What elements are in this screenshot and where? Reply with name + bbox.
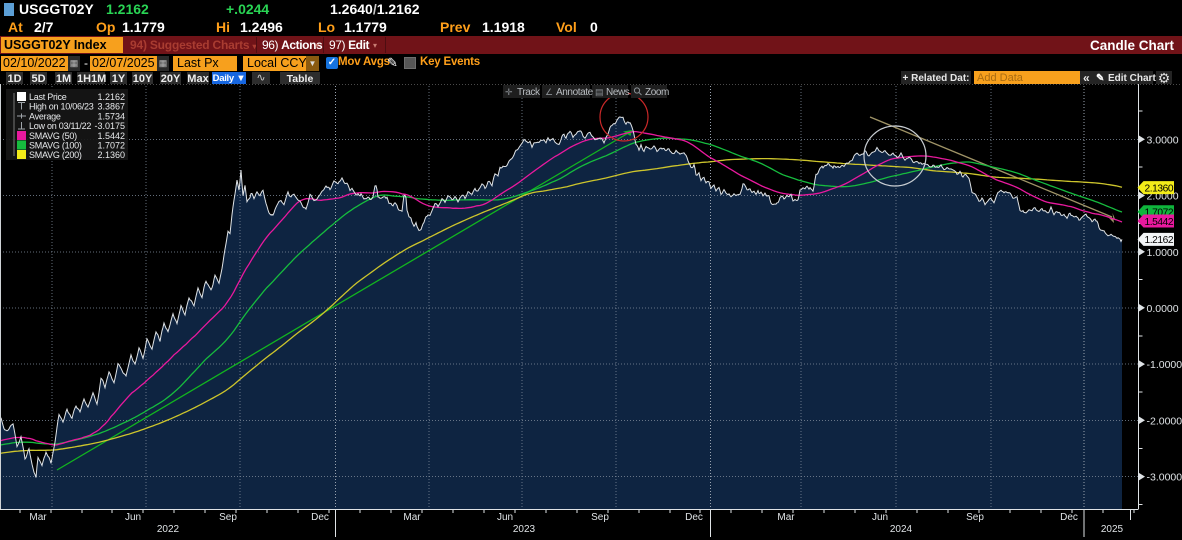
svg-text:3.0000: 3.0000	[1147, 134, 1179, 146]
svg-text:1.5442: 1.5442	[1145, 217, 1174, 228]
svg-text:1.7072: 1.7072	[97, 141, 125, 151]
svg-text:2.1360: 2.1360	[1145, 183, 1174, 194]
svg-text:-3.0175: -3.0175	[94, 121, 125, 131]
svg-text:Zoom: Zoom	[645, 87, 669, 98]
svg-text:Jun: Jun	[872, 512, 888, 523]
svg-text:1.5442: 1.5442	[97, 131, 125, 141]
svg-text:Annotate: Annotate	[556, 87, 594, 98]
svg-text:2024: 2024	[890, 524, 913, 535]
svg-text:Sep: Sep	[591, 512, 609, 523]
svg-text:1.7072: 1.7072	[1145, 208, 1174, 219]
svg-text:SMAVG (50): SMAVG (50)	[29, 131, 77, 141]
svg-text:2023: 2023	[513, 524, 536, 535]
svg-text:Sep: Sep	[219, 512, 237, 523]
svg-text:Low on 03/11/22: Low on 03/11/22	[29, 121, 91, 131]
svg-text:Last Price: Last Price	[29, 92, 67, 102]
svg-text:2.1360: 2.1360	[97, 150, 125, 160]
svg-text:SMAVG (200): SMAVG (200)	[29, 150, 82, 160]
svg-text:Mar: Mar	[29, 512, 47, 523]
svg-text:1.2162: 1.2162	[97, 92, 125, 102]
svg-text:2025: 2025	[1101, 524, 1124, 535]
svg-text:Dec: Dec	[685, 512, 703, 523]
svg-text:Sep: Sep	[966, 512, 984, 523]
svg-text:Mar: Mar	[777, 512, 795, 523]
svg-text:0.0000: 0.0000	[1147, 303, 1179, 315]
svg-text:Jun: Jun	[125, 512, 141, 523]
svg-text:Mar: Mar	[403, 512, 421, 523]
svg-text:▤: ▤	[595, 87, 603, 97]
svg-text:Jun: Jun	[497, 512, 513, 523]
svg-text:News: News	[606, 87, 630, 98]
svg-text:1.0000: 1.0000	[1147, 247, 1179, 259]
svg-text:3.3867: 3.3867	[97, 102, 125, 112]
svg-text:✛: ✛	[505, 87, 513, 97]
svg-text:-3.0000: -3.0000	[1147, 472, 1182, 484]
svg-text:High on 10/06/23: High on 10/06/23	[29, 102, 94, 112]
svg-text:∠: ∠	[545, 87, 553, 97]
svg-text:2022: 2022	[157, 524, 180, 535]
svg-text:1.2162: 1.2162	[1145, 235, 1174, 246]
svg-text:Dec: Dec	[311, 512, 329, 523]
svg-text:Dec: Dec	[1060, 512, 1078, 523]
svg-text:SMAVG (100): SMAVG (100)	[29, 141, 82, 151]
svg-text:1.5734: 1.5734	[97, 111, 125, 121]
svg-text:-1.0000: -1.0000	[1147, 359, 1182, 371]
svg-text:Average: Average	[29, 111, 61, 121]
svg-text:-2.0000: -2.0000	[1147, 415, 1182, 427]
svg-text:Track: Track	[517, 87, 541, 98]
